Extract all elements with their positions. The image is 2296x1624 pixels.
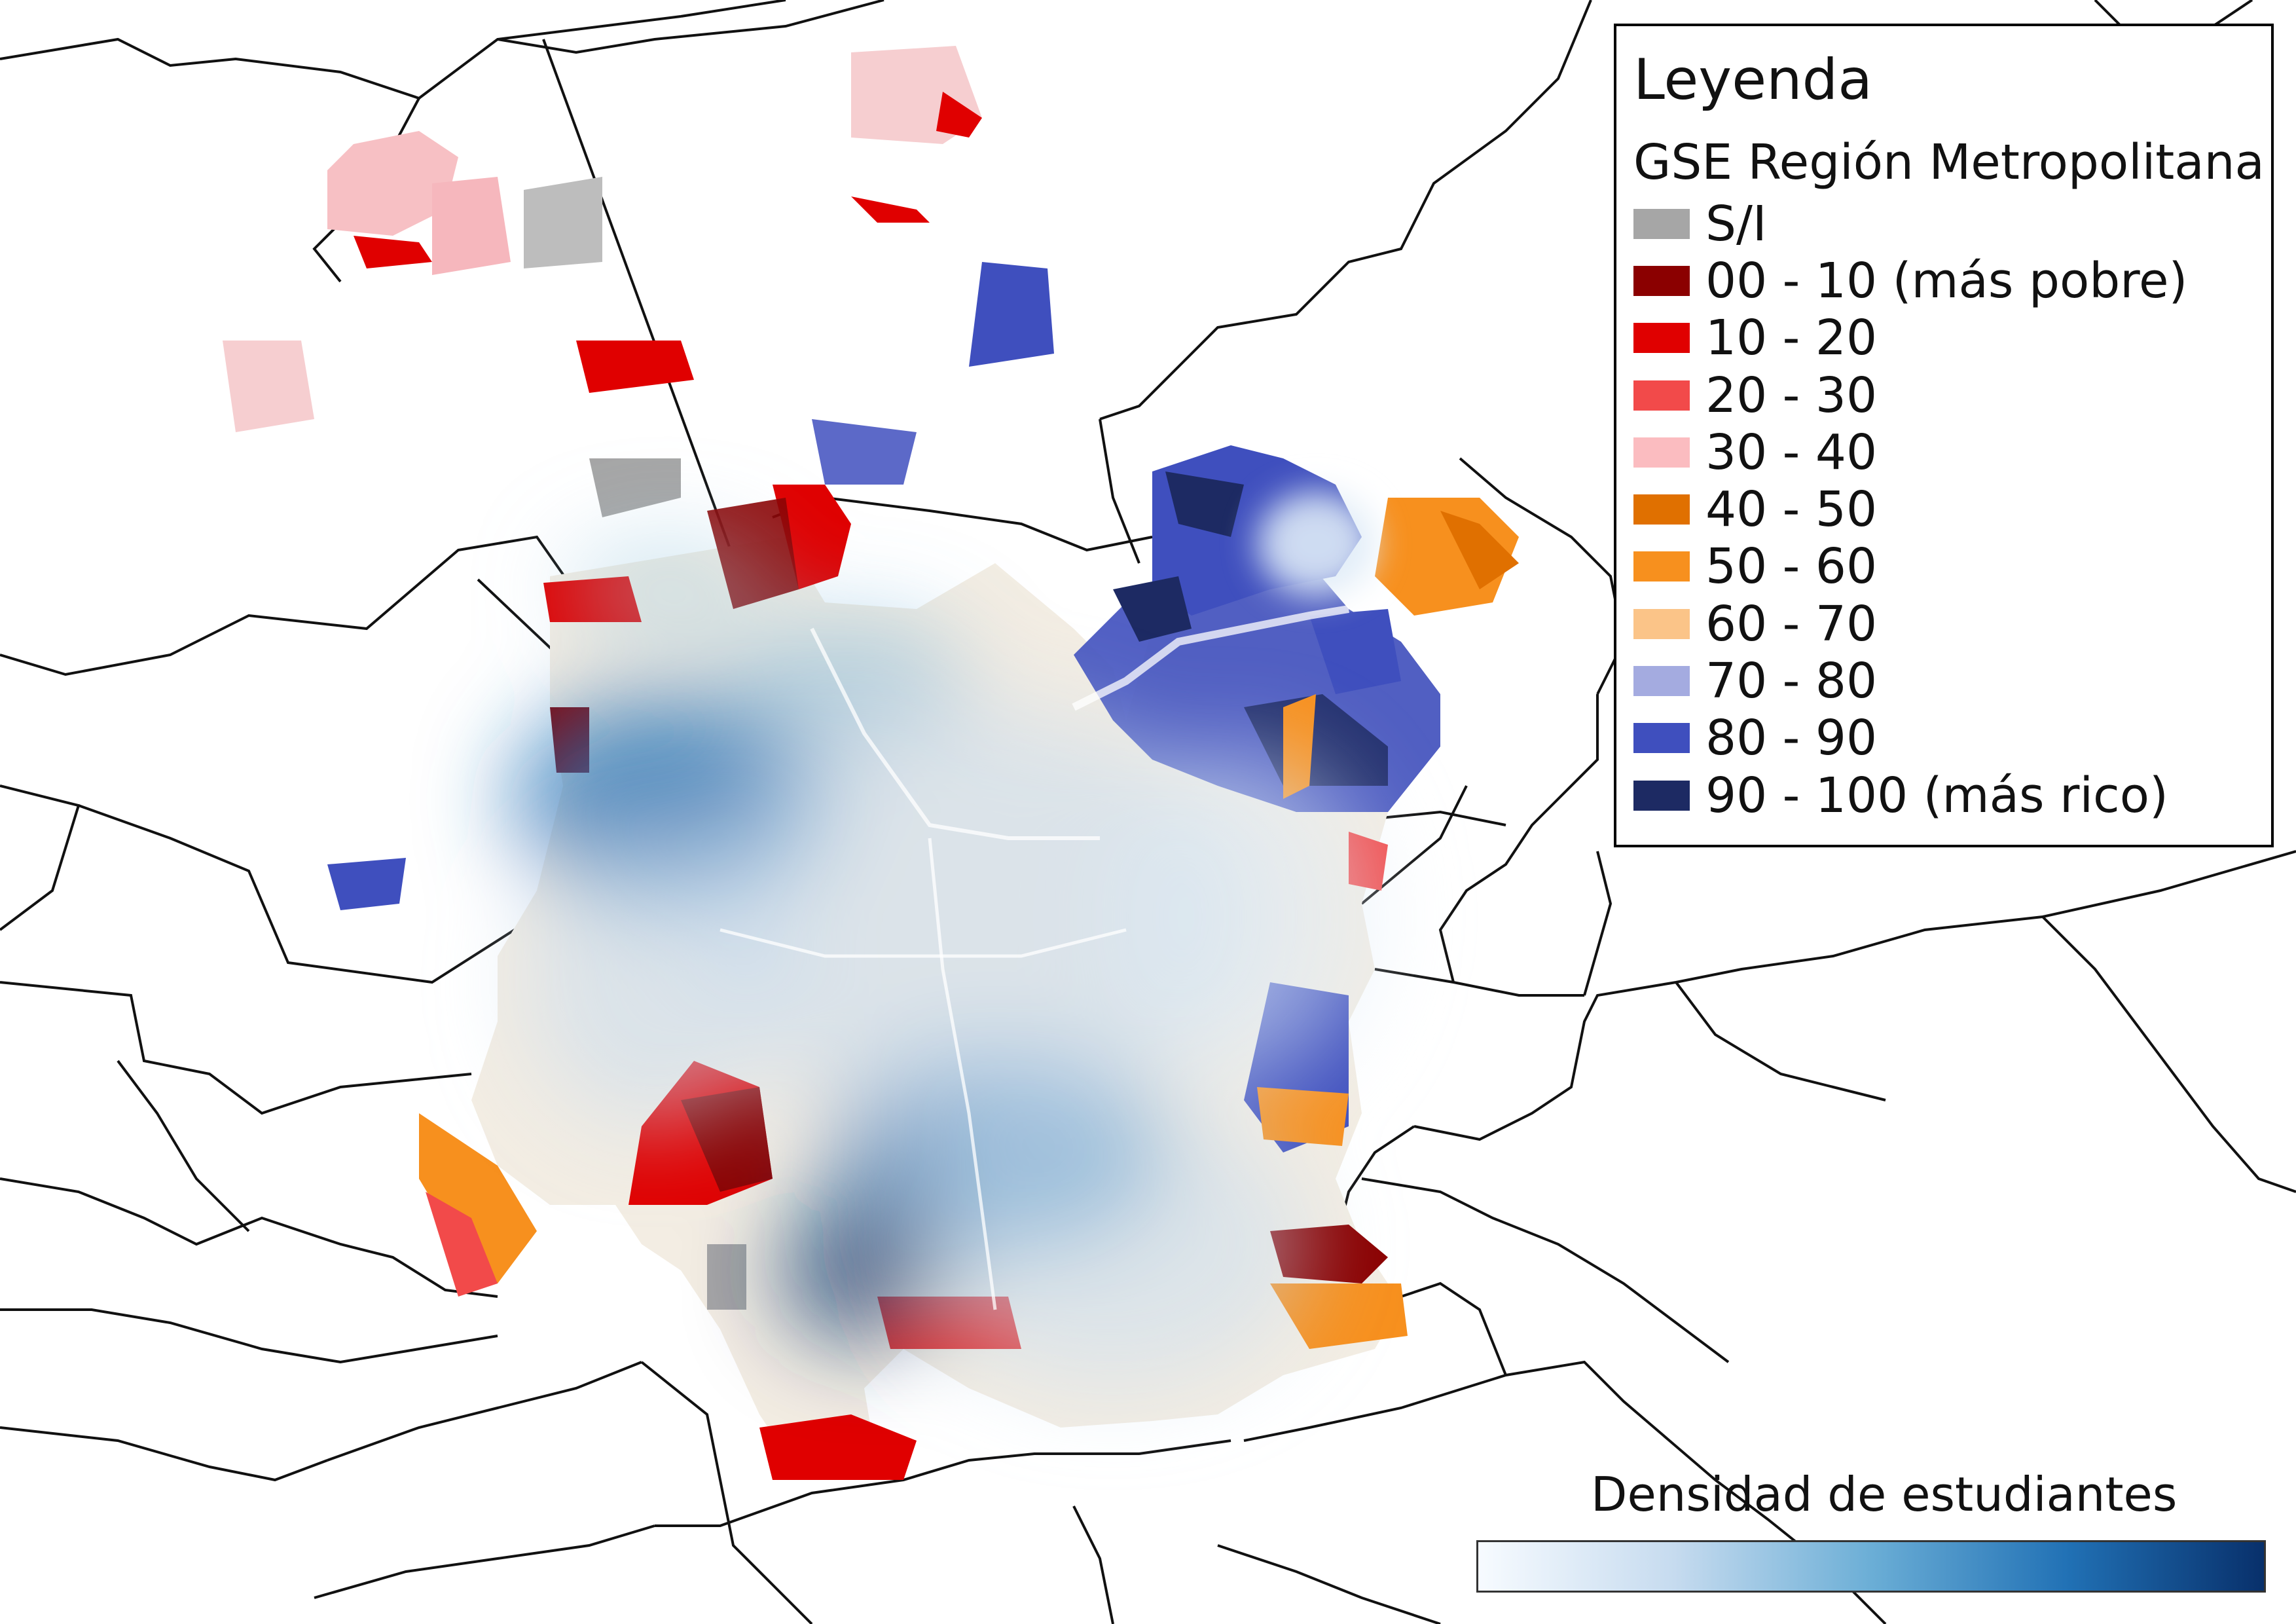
legend-label: 40 - 50 [1705, 481, 1878, 538]
legend-label: 00 - 10 (más pobre) [1705, 252, 2188, 309]
legend-label: 80 - 90 [1705, 710, 1878, 767]
outlying-patches [223, 46, 1702, 1624]
legend-label: 50 - 60 [1705, 538, 1878, 595]
legend-swatch [1633, 608, 1690, 639]
legend-swatch [1633, 494, 1690, 525]
legend-item: 10 - 20 [1633, 310, 2271, 367]
legend-label: S/I [1705, 195, 1767, 252]
roads [720, 605, 1349, 1310]
legend-item: S/I [1633, 195, 2271, 252]
legend-items: S/I 00 - 10 (más pobre) 10 - 20 20 - 30 … [1633, 195, 2271, 824]
legend-swatch [1633, 437, 1690, 468]
legend-label: 30 - 40 [1705, 424, 1878, 481]
legend-item: 20 - 30 [1633, 367, 2271, 424]
legend-swatch [1633, 323, 1690, 354]
density-gradient-bar [1476, 1540, 2266, 1593]
legend-swatch [1633, 723, 1690, 754]
legend-subtitle: GSE Región Metropolitana [1633, 134, 2265, 191]
legend-item: 70 - 80 [1633, 652, 2271, 709]
legend-label: 10 - 20 [1705, 310, 1878, 367]
legend-item: 60 - 70 [1633, 595, 2271, 652]
density-overlay [511, 537, 1375, 1388]
legend-label: 60 - 70 [1705, 595, 1878, 652]
legend-swatch [1633, 380, 1690, 411]
legend-item: 50 - 60 [1633, 538, 2271, 595]
legend-swatch [1633, 666, 1690, 697]
legend-item: 90 - 100 (más rico) [1633, 767, 2271, 824]
legend-label: 70 - 80 [1705, 653, 1878, 710]
legend-label: 90 - 100 (más rico) [1705, 767, 2168, 824]
legend-label: 20 - 30 [1705, 367, 1878, 424]
density-title: Densidad de estudiantes [1591, 1467, 2178, 1522]
legend-title: Leyenda [1633, 47, 1872, 113]
legend-swatch [1633, 265, 1690, 296]
legend-item: 00 - 10 (más pobre) [1633, 252, 2271, 309]
density-overlay-northeast [1257, 491, 1375, 596]
legend-item: 30 - 40 [1633, 424, 2271, 481]
legend-swatch [1633, 780, 1690, 811]
legend-panel: Leyenda GSE Región Metropolitana S/I 00 … [1614, 24, 2274, 847]
legend-swatch [1633, 208, 1690, 239]
legend-swatch [1633, 551, 1690, 582]
legend-item: 80 - 90 [1633, 710, 2271, 767]
legend-item: 40 - 50 [1633, 481, 2271, 538]
density-scale: Densidad de estudiantes [1473, 1467, 2272, 1598]
